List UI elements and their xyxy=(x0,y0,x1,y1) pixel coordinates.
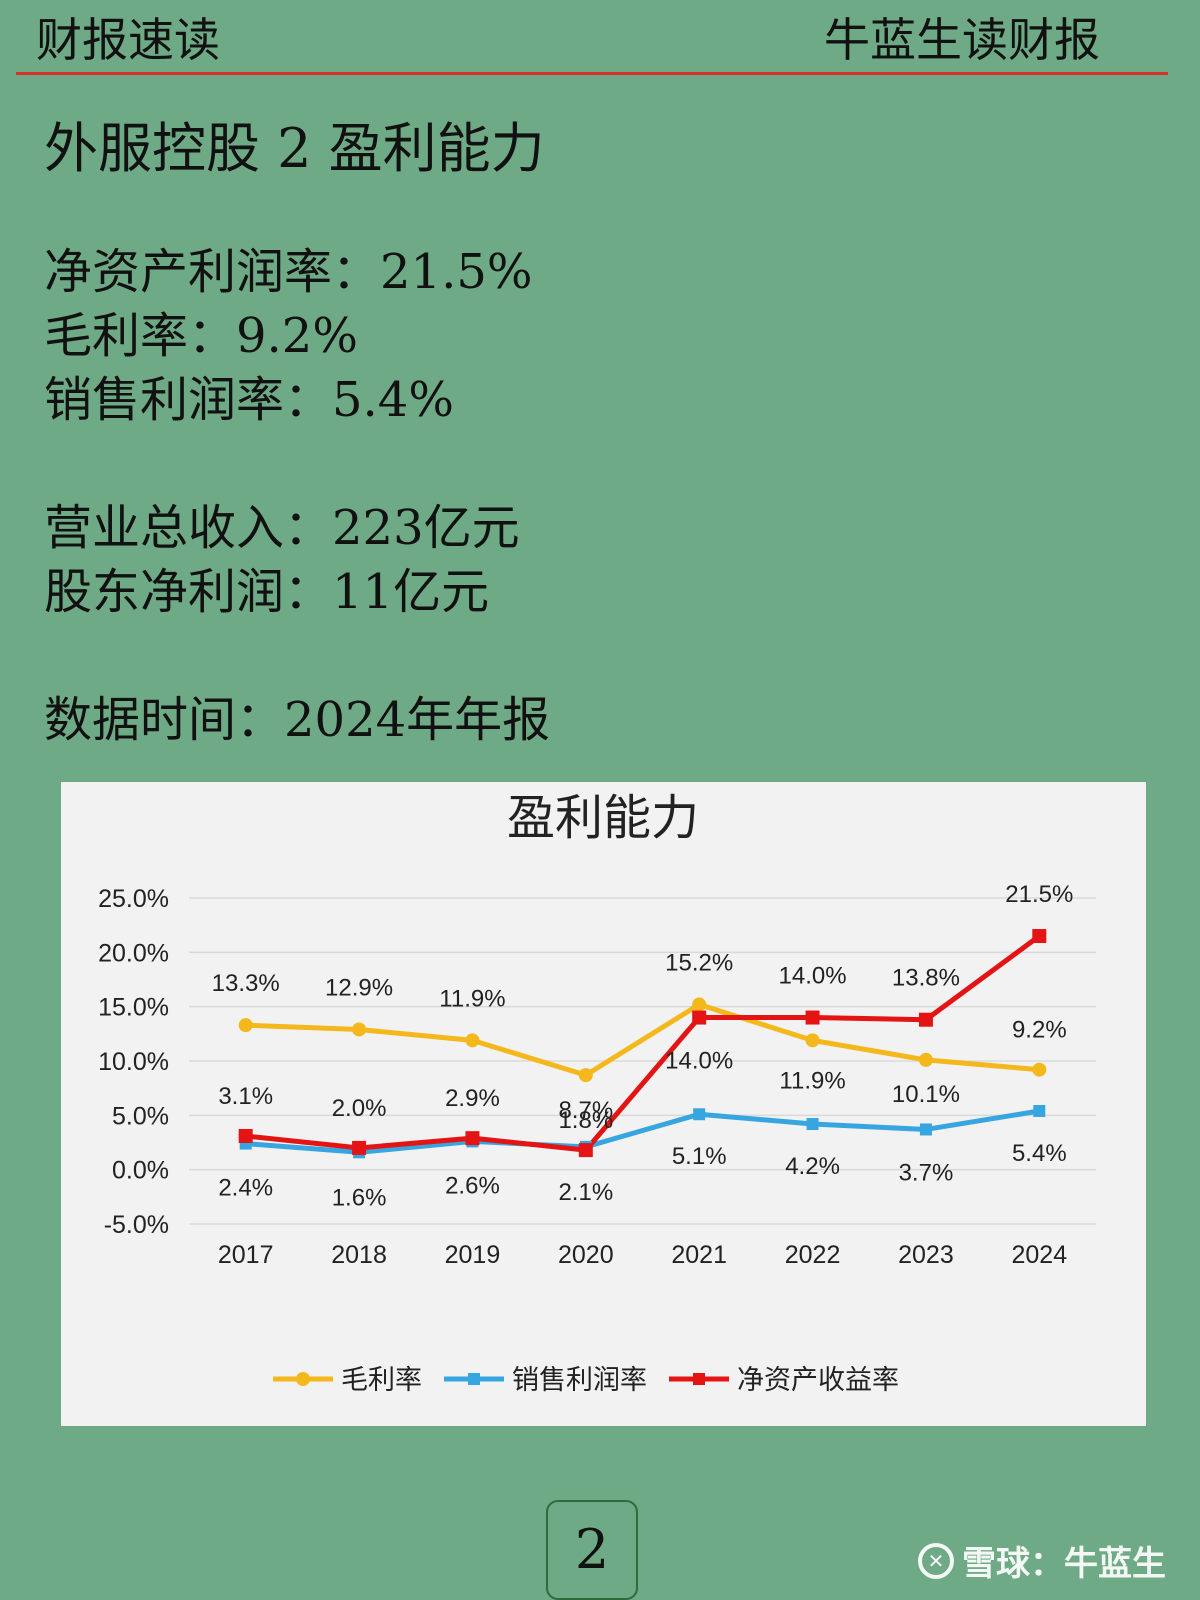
y-tick-label: 25.0% xyxy=(98,885,169,913)
x-tick-label: 2017 xyxy=(218,1241,274,1269)
page-number: 2 xyxy=(546,1500,638,1600)
metric-net-profit: 股东净利润：11亿元 xyxy=(44,564,490,620)
metric-roe: 净资产利润率：21.5% xyxy=(44,244,533,300)
roe-point xyxy=(1032,929,1047,944)
sales-margin-data-label: 2.1% xyxy=(558,1179,613,1206)
legend-gross-margin-label: 毛利率 xyxy=(341,1365,422,1396)
y-tick-label: 20.0% xyxy=(98,939,169,967)
header-left-title: 财报速读 xyxy=(36,13,220,67)
header-right-title: 牛蓝生读财报 xyxy=(824,13,1100,67)
roe-point xyxy=(918,1012,933,1027)
gross-margin-point xyxy=(918,1052,933,1067)
roe-data-label: 21.5% xyxy=(1005,881,1073,908)
sales-margin-data-label: 5.1% xyxy=(672,1143,727,1170)
sales-margin-data-label: 2.6% xyxy=(445,1172,500,1199)
sales-margin-point xyxy=(919,1123,932,1136)
gross-margin-data-label: 12.9% xyxy=(325,974,393,1001)
roe-point xyxy=(805,1010,820,1025)
header-divider xyxy=(16,72,1168,75)
sales-margin-point xyxy=(693,1108,706,1121)
roe-data-label: 3.1% xyxy=(218,1083,273,1110)
gross-margin-point xyxy=(465,1033,480,1048)
roe-data-label: 13.8% xyxy=(892,965,960,992)
roe-data-label: 14.0% xyxy=(779,963,847,990)
legend-roe-label: 净资产收益率 xyxy=(737,1365,899,1396)
roe-data-label: 2.9% xyxy=(445,1085,500,1112)
roe-data-label: 1.8% xyxy=(558,1107,613,1134)
x-tick-label: 2024 xyxy=(1012,1241,1068,1269)
gross-margin-data-label: 13.3% xyxy=(212,970,280,997)
gross-margin-point xyxy=(805,1033,820,1048)
gross-margin-data-label: 9.2% xyxy=(1012,1017,1067,1044)
roe-series-line xyxy=(245,934,1041,1153)
gross-margin-point xyxy=(352,1022,367,1037)
profitability-chart: 盈利能力 25.0% 20.0% 15.0% 10.0% 5.0% 0.0% -5.0% 201… xyxy=(61,782,1146,1426)
roe-data-label: 2.0% xyxy=(332,1095,387,1122)
chart-title: 盈利能力 xyxy=(507,790,699,846)
x-tick-label: 2021 xyxy=(671,1241,727,1269)
y-tick-label: 5.0% xyxy=(112,1102,169,1130)
chart-svg: 盈利能力 25.0% 20.0% 15.0% 10.0% 5.0% 0.0% -5.0% 201… xyxy=(98,790,1096,1396)
x-tick-label: 2018 xyxy=(331,1241,387,1269)
roe-point xyxy=(692,1010,707,1025)
x-tick-label: 2023 xyxy=(898,1241,954,1269)
watermark-text: 雪球：牛蓝生 xyxy=(962,1544,1166,1584)
gross-margin-point xyxy=(238,1018,253,1033)
sales-margin-data-label: 3.7% xyxy=(899,1159,954,1186)
sales-margin-series-line xyxy=(245,1108,1040,1155)
legend-sales-margin-label: 销售利润率 xyxy=(512,1365,647,1396)
gross-margin-data-label: 15.2% xyxy=(665,949,733,976)
legend-roe-marker xyxy=(693,1373,705,1385)
gross-margin-data-label: 11.9% xyxy=(439,985,505,1012)
y-tick-label: 0.0% xyxy=(112,1157,169,1185)
roe-point xyxy=(465,1131,480,1146)
x-tick-label: 2022 xyxy=(785,1241,841,1269)
sales-margin-point xyxy=(1033,1104,1046,1117)
legend-sales-margin-marker xyxy=(468,1373,480,1385)
y-tick-label: 10.0% xyxy=(98,1048,169,1076)
metric-sales-margin: 销售利润率：5.4% xyxy=(44,372,454,428)
x-tick-label: 2020 xyxy=(558,1241,614,1269)
sales-margin-point xyxy=(806,1118,819,1131)
roe-data-label: 14.0% xyxy=(665,1048,733,1075)
y-tick-label: -5.0% xyxy=(104,1211,169,1239)
roe-point xyxy=(238,1128,253,1143)
xueqiu-logo-icon: ✕ xyxy=(918,1542,954,1579)
metric-gross-margin: 毛利率：9.2% xyxy=(44,308,358,364)
y-tick-label: 15.0% xyxy=(98,994,169,1022)
legend-gross-margin-marker xyxy=(296,1372,310,1386)
watermark: ✕ 雪球：牛蓝生 xyxy=(918,1536,1166,1585)
sales-margin-data-label: 4.2% xyxy=(785,1153,840,1180)
gross-margin-point xyxy=(692,997,707,1012)
sales-margin-data-label: 2.4% xyxy=(218,1175,273,1202)
roe-point xyxy=(578,1143,593,1158)
metric-revenue: 营业总收入：223亿元 xyxy=(44,500,520,556)
gross-margin-data-label: 11.9% xyxy=(779,1067,845,1094)
roe-point xyxy=(352,1140,367,1155)
gross-margin-data-label: 8.7% xyxy=(558,1097,613,1124)
sales-margin-data-label: 5.4% xyxy=(1012,1140,1067,1167)
x-tick-label: 2019 xyxy=(445,1241,501,1269)
gross-margin-data-label: 10.1% xyxy=(892,1081,960,1108)
metric-data-time: 数据时间：2024年年报 xyxy=(44,692,551,748)
gross-margin-point xyxy=(1032,1062,1047,1077)
page-title: 外服控股 2 盈利能力 xyxy=(44,117,545,180)
gross-margin-point xyxy=(578,1068,593,1083)
sales-margin-data-label: 1.6% xyxy=(332,1184,387,1211)
gross-margin-series-line xyxy=(245,1001,1040,1078)
